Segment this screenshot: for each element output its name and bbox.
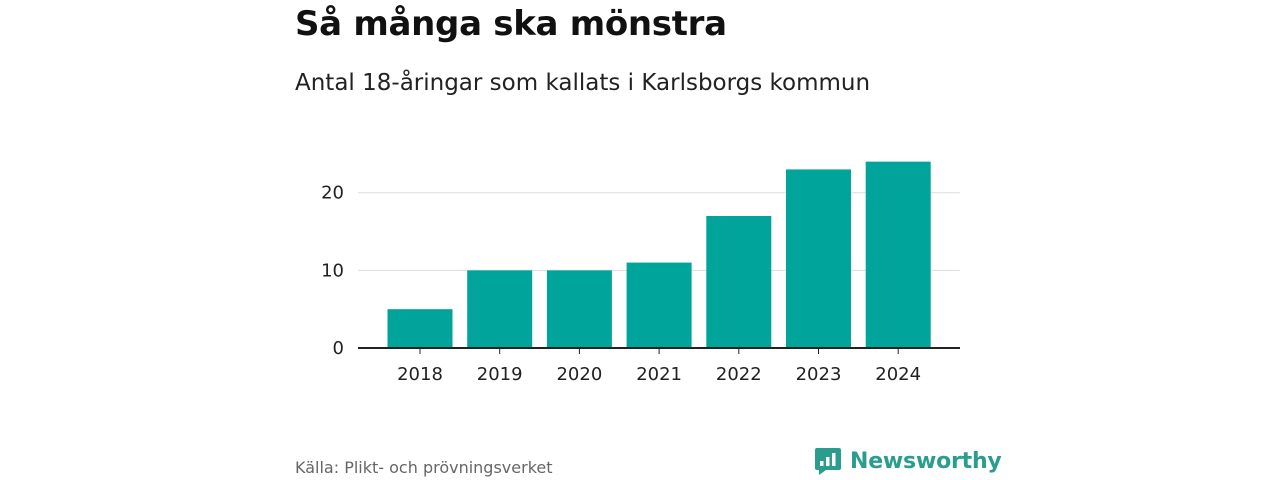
y-tick-label: 0	[333, 338, 344, 359]
bar-2022	[706, 216, 772, 348]
bar-2023	[786, 169, 851, 348]
bar-layer	[387, 161, 931, 348]
brand[interactable]: Newsworthy	[814, 446, 1002, 476]
axis-layer: 0 10 20 2018 2019 2020 2021 2022 2023 2024	[321, 183, 960, 385]
bar-2021	[626, 262, 692, 348]
x-tick-label: 2019	[477, 364, 523, 385]
chart-title: Så många ska mönstra	[295, 4, 727, 44]
x-tick-label: 2024	[875, 364, 921, 385]
y-tick-label: 20	[321, 183, 344, 204]
bar-2020	[546, 270, 612, 348]
x-tick-label: 2021	[636, 364, 682, 385]
bar-2018	[387, 309, 453, 348]
bar-2019	[467, 270, 533, 348]
y-tick-label: 10	[321, 260, 344, 281]
source-note: Källa: Plikt- och prövningsverket	[295, 458, 553, 477]
x-tick-label: 2022	[716, 364, 762, 385]
bar-chart: 0 10 20 2018 2019 2020 2021 2022 2023 2024	[321, 161, 960, 385]
x-tick-label: 2020	[556, 364, 602, 385]
brand-name: Newsworthy	[850, 448, 1002, 474]
x-tick-label: 2018	[397, 364, 443, 385]
newsworthy-logo-icon	[815, 448, 841, 475]
bar-2024	[865, 161, 931, 348]
x-tick-label: 2023	[796, 364, 842, 385]
chart-subtitle: Antal 18-åringar som kallats i Karlsborg…	[295, 70, 871, 96]
